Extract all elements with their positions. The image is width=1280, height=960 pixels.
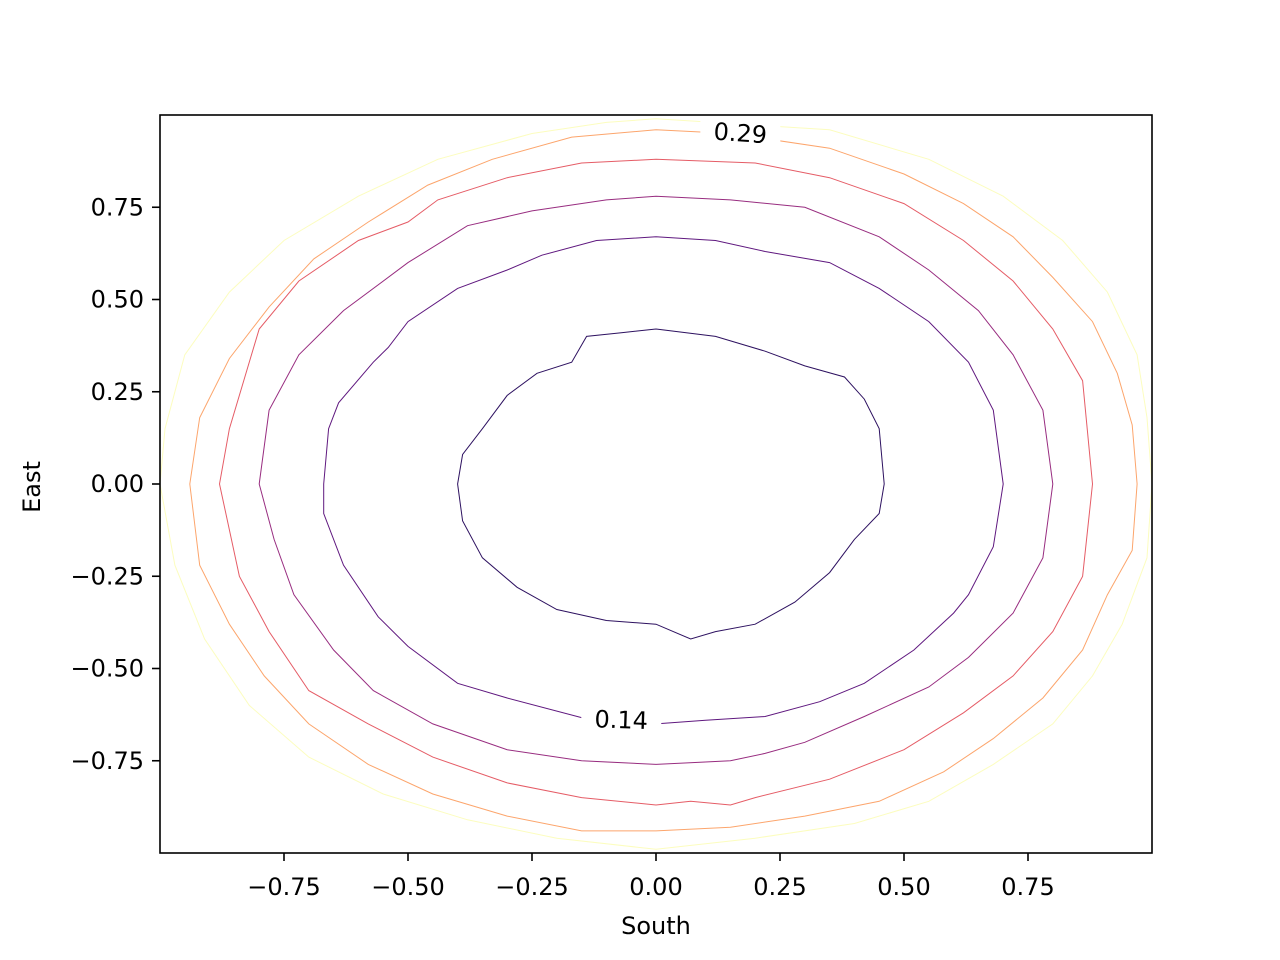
x-tick-label: 0.00 [629, 873, 682, 901]
x-axis: −0.75 −0.50 −0.25 0.00 0.25 0.50 0.75 [247, 853, 1055, 901]
y-tick-label: 0.00 [91, 470, 144, 498]
contour-label: 0.29 [713, 118, 768, 150]
y-tick-label: −0.50 [70, 655, 144, 683]
x-tick-label: −0.25 [495, 873, 569, 901]
contour-lines [160, 118, 1152, 850]
contour-labels: 0.14 0.29 [581, 117, 781, 735]
x-tick-label: 0.75 [1001, 873, 1054, 901]
contour-level-4 [189, 129, 1138, 832]
y-axis-title: East [18, 461, 46, 513]
contour-label: 0.14 [594, 705, 648, 735]
contour-label-background [581, 704, 662, 733]
y-tick-label: 0.50 [91, 286, 144, 314]
contour-level-2 [258, 195, 1054, 765]
y-tick-label: 0.25 [91, 378, 144, 406]
x-tick-label: 0.25 [753, 873, 806, 901]
x-tick-label: −0.75 [247, 873, 321, 901]
y-tick-label: 0.75 [91, 193, 144, 221]
y-tick-label: −0.25 [70, 562, 144, 590]
x-tick-label: −0.50 [371, 873, 445, 901]
y-tick-label: −0.75 [70, 747, 144, 775]
y-axis: −0.75 −0.50 −0.25 0.00 0.25 0.50 0.75 [70, 193, 160, 775]
x-tick-label: 0.50 [877, 873, 930, 901]
contour-label-background [700, 117, 781, 146]
x-axis-title: South [621, 912, 691, 940]
contour-level-0 [457, 328, 885, 640]
contour-level-3 [218, 158, 1094, 806]
contour-level-5 [160, 118, 1152, 850]
